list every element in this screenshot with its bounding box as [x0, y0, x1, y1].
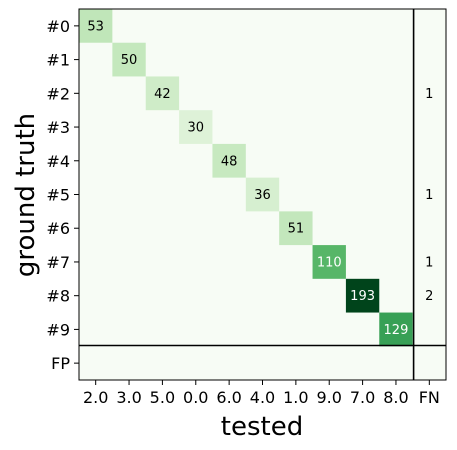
heatmap-cell	[79, 9, 113, 43]
x-axis-label: tested	[221, 412, 303, 442]
y-axis-label: ground truth	[11, 113, 41, 277]
cell-value-label: 42	[154, 87, 171, 102]
x-tick-label: 8.0	[383, 388, 408, 407]
y-tick-label: #0	[46, 17, 70, 36]
heatmap-cell	[345, 278, 380, 313]
x-tick-label: 5.0	[150, 388, 175, 407]
heatmap-cell	[312, 245, 346, 279]
y-tick-label: #8	[46, 287, 70, 306]
x-tick-label: 4.0	[250, 388, 275, 407]
y-tick-label: #5	[46, 186, 70, 205]
x-tick-label: FN	[419, 388, 440, 407]
x-tick-label: 9.0	[317, 388, 342, 407]
y-tick-label: #7	[46, 253, 70, 272]
heatmap-cell	[145, 76, 180, 111]
x-tick-label: 1.0	[283, 388, 308, 407]
y-tick-label: #6	[46, 219, 70, 238]
y-tick-label: #9	[46, 320, 70, 339]
cell-value-label: 51	[288, 222, 305, 237]
heatmap-cell	[179, 110, 213, 144]
cell-value-label: 48	[221, 154, 238, 169]
x-axis-ticks: 2.0 3.0 5.0 0.0 6.0 4.0 1.0 9.0 7.0 8.0 FN	[83, 380, 440, 407]
x-tick-label: 0.0	[183, 388, 208, 407]
x-tick-label: 6.0	[216, 388, 241, 407]
cell-value-label: 30	[187, 121, 204, 136]
y-tick-label: #4	[46, 152, 70, 171]
cell-value-label: 36	[254, 188, 271, 203]
cell-value-label: 1	[425, 255, 433, 270]
plot-area: 53 50 42 30 48 36 51 110 193 129 1 1 1 2	[78, 8, 447, 381]
y-tick-label: #3	[46, 118, 70, 137]
x-tick-label: 7.0	[350, 388, 375, 407]
cell-value-label: 129	[384, 323, 409, 338]
y-tick-label: #2	[46, 84, 70, 103]
y-axis-ticks: #0 #1 #2 #3 #4 #5 #6 #7 #8 #9 FP	[46, 17, 79, 373]
heatmap-cell	[379, 312, 413, 347]
cell-value-label: 2	[425, 289, 433, 304]
heatmap-cell	[279, 211, 313, 246]
x-tick-label: 2.0	[83, 388, 108, 407]
heatmap-cells: 53 50 42 30 48 36 51 110 193 129 1 1 1 2	[79, 9, 433, 347]
heatmap-cell	[212, 143, 246, 178]
x-tick-label: 3.0	[116, 388, 141, 407]
heatmap-cell	[245, 177, 280, 212]
cell-value-label: 1	[425, 87, 433, 102]
cell-value-label: 50	[121, 53, 138, 68]
cell-value-label: 1	[425, 188, 433, 203]
cell-value-label: 193	[350, 289, 375, 304]
y-tick-label: FP	[51, 354, 70, 373]
heatmap-cell	[112, 42, 146, 77]
y-tick-label: #1	[46, 51, 70, 70]
cell-value-label: 53	[87, 19, 104, 34]
cell-value-label: 110	[317, 255, 342, 270]
